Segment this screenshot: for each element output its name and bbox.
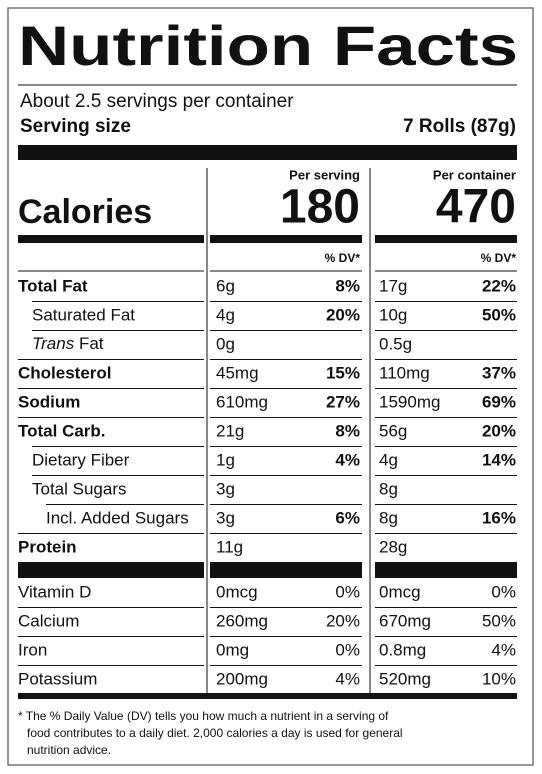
title: Nutrition Facts [18,14,518,77]
amount: 3g [216,508,235,527]
amount: 110mg [379,363,430,382]
thick-bar [18,562,204,578]
amount: 1g [216,450,235,469]
daily-value: 4% [335,669,360,688]
footnote: nutrition advice. [27,743,111,757]
amount: 4g [216,305,235,324]
amount: 0mcg [379,582,421,601]
thick-bar [18,235,204,243]
daily-value: 0% [335,640,360,659]
nutrient-name: Total Fat [18,276,88,295]
amount: 8g [379,508,398,527]
daily-value: 50% [482,611,516,630]
column-header: Per serving [289,167,360,182]
nutrient-name: Potassium [18,669,97,688]
daily-value: 0% [491,582,516,601]
amount: 670mg [379,611,431,630]
nutrient-name: Dietary Fiber [32,450,130,469]
nutrient-name: Iron [18,640,47,659]
thick-bar [18,145,517,160]
calories-label: Calories [18,193,152,231]
daily-value: 22% [482,276,516,295]
nutrient-name: Calcium [18,611,79,630]
daily-value: 8% [335,276,360,295]
amount: 28g [379,537,407,556]
daily-value: 50% [482,305,516,324]
amount: 10g [379,305,407,324]
nutrient-name: Saturated Fat [32,305,135,324]
amount: 11g [216,537,243,556]
column-header: Per container [433,167,516,182]
nutrient-name: Incl. Added Sugars [46,508,189,527]
amount: 1590mg [379,392,440,411]
daily-value: 69% [482,392,516,411]
serving-size-label: Serving size [20,116,131,137]
daily-value: 15% [326,363,360,382]
nutrient-name: Fat [79,334,104,353]
amount: 0mg [216,640,249,659]
amount: 17g [379,276,407,295]
daily-value: 4% [491,640,516,659]
servings: About 2.5 servings per container [20,91,294,112]
daily-value: 10% [482,669,516,688]
dv-header: % DV* [481,251,517,265]
nutrient-name: Trans Fat [32,334,104,353]
nutrient-name: Total Sugars [32,479,127,498]
nutrient-name: Cholesterol [18,363,112,382]
nutrient-name: Sodium [18,392,80,411]
daily-value: 37% [482,363,516,382]
daily-value: 4% [335,450,360,469]
nutrient-name-italic: Trans [32,334,75,353]
nutrient-name: Total Carb. [18,421,106,440]
dv-header: % DV* [325,251,361,265]
nutrient-name: Vitamin D [18,582,91,601]
nutrient-name: Protein [18,537,77,556]
amount: 56g [379,421,407,440]
thick-bar [210,235,362,243]
amount: 21g [216,421,244,440]
amount: 0.5g [379,334,412,353]
daily-value: 8% [335,421,360,440]
amount: 6g [216,276,235,295]
daily-value: 14% [482,450,516,469]
amount: 260mg [216,611,268,630]
footnote: food contributes to a daily diet. 2,000 … [27,726,403,740]
daily-value: 20% [326,611,360,630]
daily-value: 0% [335,582,360,601]
amount: 8g [379,479,398,498]
calories-value: 470 [436,181,516,234]
amount: 0mcg [216,582,258,601]
amount: 3g [216,479,235,498]
label-border [7,7,534,766]
daily-value: 16% [482,508,516,527]
amount: 45mg [216,363,259,382]
amount: 0.8mg [379,640,426,659]
amount: 520mg [379,669,431,688]
amount: 200mg [216,669,268,688]
daily-value: 6% [335,508,360,527]
calories-value: 180 [280,181,360,234]
thick-bar [375,235,517,243]
thick-bar [18,693,517,699]
amount: 4g [379,450,398,469]
daily-value: 20% [326,305,360,324]
amount: 610mg [216,392,268,411]
daily-value: 27% [326,392,360,411]
serving-size-value: 7 Rolls (87g) [403,116,516,137]
amount: 0g [216,334,235,353]
daily-value: 20% [482,421,516,440]
thick-bar [210,562,362,578]
footnote: * The % Daily Value (DV) tells you how m… [18,709,389,723]
thick-bar [375,562,517,578]
